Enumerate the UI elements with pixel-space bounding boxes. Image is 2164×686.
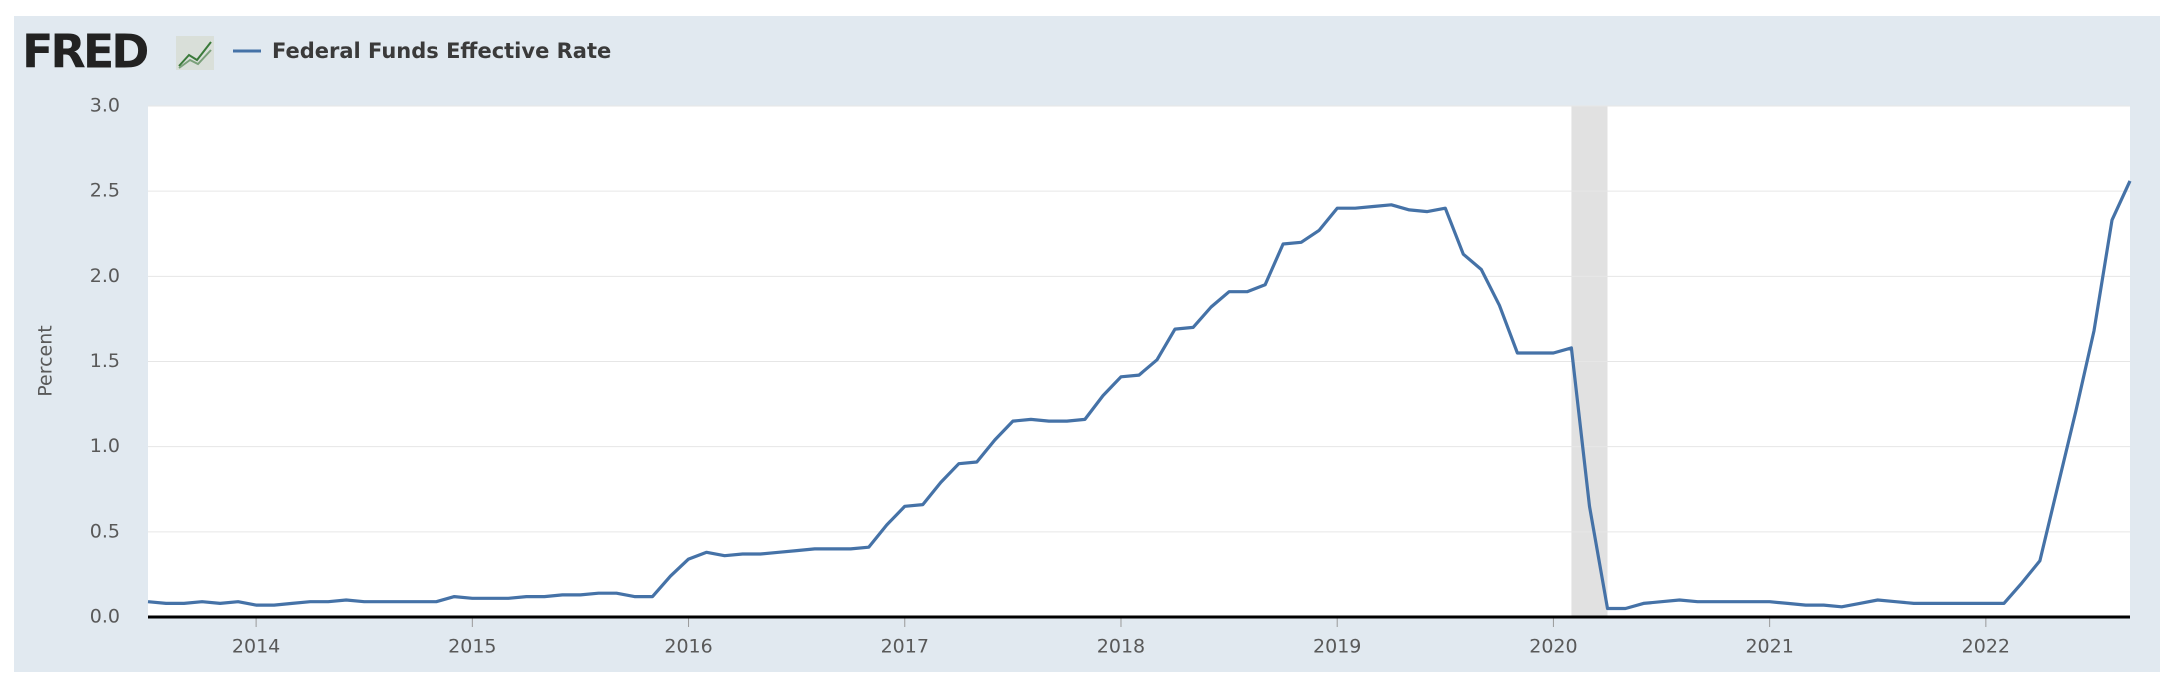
y-tick-label: 2.5 (90, 180, 120, 202)
y-axis-label: Percent (35, 325, 57, 397)
x-tick-label: 2014 (232, 636, 280, 658)
y-tick-label: 1.0 (90, 435, 120, 457)
data-line (147, 180, 2132, 611)
logo-icon-line (178, 41, 212, 67)
x-tick-label: 2020 (1529, 636, 1577, 658)
x-tick-label: 2015 (448, 636, 496, 658)
y-tick-label: 0.5 (90, 520, 120, 542)
y-tick-label: 1.5 (90, 350, 120, 372)
x-tick-label: 2017 (881, 636, 929, 658)
x-tick-label: 2018 (1097, 636, 1145, 658)
x-tick-label: 2021 (1745, 636, 1793, 658)
logo-icon-line (178, 49, 212, 69)
y-tick-label: 2.0 (90, 265, 120, 287)
x-tick-label: 2022 (1962, 636, 2010, 658)
legend-label: Federal Funds Effective Rate (272, 39, 611, 63)
y-tick-label: 0.0 (90, 606, 120, 628)
x-tick-label: 2019 (1313, 636, 1361, 658)
logo: FRED (22, 25, 147, 79)
y-tick-label: 3.0 (90, 95, 120, 117)
x-tick-label: 2016 (664, 636, 712, 658)
logo-icon (176, 36, 214, 70)
